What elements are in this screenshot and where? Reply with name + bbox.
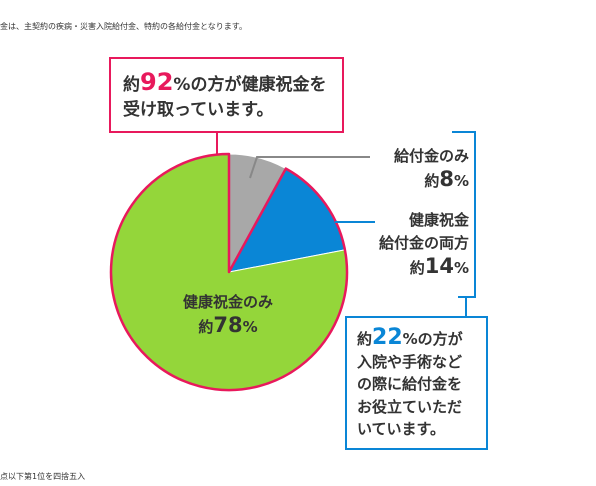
slice-value-green: 78 xyxy=(213,313,243,337)
pink-callout: 約92%の方が健康祝金を 受け取っています。 xyxy=(109,57,344,133)
pink-callout-value: 92 xyxy=(140,68,174,96)
bottom-note: 点以下第1位を四捨五入 xyxy=(0,472,86,481)
pink-callout-unit: % xyxy=(173,75,191,95)
blue-callout-value: 22 xyxy=(372,325,403,350)
slice-label-gray: 給付金のみ 約8% xyxy=(393,147,469,191)
top-note: 金は、主契約の疾病・災害入院給付金、特約の各給付金となります。 xyxy=(0,22,247,31)
slice-label-blue: 健康祝金 給付金の両方 約14% xyxy=(378,211,469,278)
gray-leader-line xyxy=(249,156,370,179)
blue-callout-unit: % xyxy=(402,330,418,348)
slice-value-gray: 8 xyxy=(439,167,454,191)
slice-label-green: 健康祝金のみ 約78% xyxy=(182,293,273,337)
blue-callout: 約22%の方が 入院や手術など の際に給付金を お役立ていただ いています。 xyxy=(345,316,488,450)
pie-highlight-region xyxy=(109,152,349,392)
slice-value-blue: 14 xyxy=(424,254,454,278)
